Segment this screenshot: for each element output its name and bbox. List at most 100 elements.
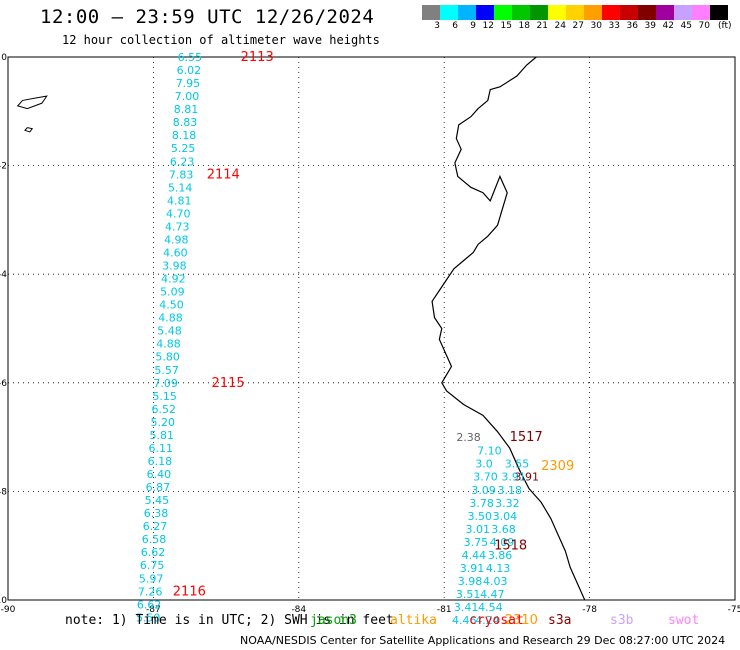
wave-height-value: 4.03 xyxy=(483,575,508,588)
wave-height-value: 5.15 xyxy=(152,390,177,403)
island xyxy=(24,127,34,133)
x-tick-label: -90 xyxy=(1,605,16,615)
wave-height-value: 6.40 xyxy=(147,468,172,481)
wave-height-value: 4.73 xyxy=(165,220,190,233)
legend-swatch xyxy=(458,5,476,20)
wave-height-value: 3.68 xyxy=(491,523,515,536)
wave-height-value: 3.75 xyxy=(464,536,489,549)
wave-height-value: 4.92 xyxy=(161,273,186,286)
page-title: 12:00 – 23:59 UTC 12/26/2024 xyxy=(40,6,375,28)
legend-label: 15 xyxy=(500,21,512,31)
wave-height-value: 3.70 xyxy=(473,471,498,484)
x-tick-label: -75 xyxy=(728,605,740,615)
legend-label: 42 xyxy=(662,21,674,31)
wave-height-value: 7.95 xyxy=(176,77,201,90)
legend-swatch xyxy=(440,5,458,20)
x-tick-label: -84 xyxy=(291,605,306,615)
wave-height-value: 4.46 xyxy=(452,614,477,627)
wave-height-value: 4.54 xyxy=(478,601,503,614)
legend-swatch xyxy=(512,5,530,20)
legend-swatch xyxy=(422,5,440,20)
wave-height-value: 5.45 xyxy=(145,494,170,507)
wave-height-value: 6.58 xyxy=(142,533,167,546)
wave-height-value: 3.50 xyxy=(467,510,492,523)
legend-label: 24 xyxy=(554,21,566,31)
wave-height-value: 3.32 xyxy=(495,497,519,510)
legend-label: 70 xyxy=(698,21,710,31)
wave-height-value: 5.14 xyxy=(168,181,193,194)
pass-time-label: 2114 xyxy=(207,167,240,182)
wave-height-value: 3.0 xyxy=(475,458,493,471)
legend-swatch xyxy=(692,5,710,20)
wave-height-value: 4.81 xyxy=(167,194,192,207)
wave-height-value: 4.88 xyxy=(156,338,181,351)
legend-label: 6 xyxy=(452,21,458,31)
credit-line: NOAA/NESDIS Center for Satellite Applica… xyxy=(240,634,726,647)
wave-height-value: 3.01 xyxy=(466,523,491,536)
y-tick-label: -8 xyxy=(0,487,7,497)
wave-height-value: 6.75 xyxy=(140,559,165,572)
wave-height-value: 3.91 xyxy=(514,471,539,484)
wave-height-value: 4.47 xyxy=(480,588,505,601)
wave-height-value: 3.78 xyxy=(469,497,494,510)
satellite-label: jason3 xyxy=(310,613,357,628)
wave-height-value: 5.50 xyxy=(136,611,161,624)
pass-time-label: 1518 xyxy=(494,539,527,554)
y-tick-label: -6 xyxy=(0,379,7,389)
wave-height-value: 5.25 xyxy=(171,142,196,155)
wave-height-value: 4.88 xyxy=(158,312,183,325)
legend-swatch xyxy=(548,5,566,20)
legend-label: 27 xyxy=(572,21,584,31)
legend-swatch xyxy=(530,5,548,20)
y-tick-label: -4 xyxy=(0,270,7,280)
wave-height-value: 7.83 xyxy=(169,168,194,181)
legend-label: 30 xyxy=(590,21,602,31)
wave-height-value: 5.57 xyxy=(154,364,179,377)
wave-height-value: 3.41 xyxy=(454,601,479,614)
legend-label: 12 xyxy=(482,21,494,31)
wave-height-value: 3.91 xyxy=(501,471,525,484)
wave-height-value: 3.98 xyxy=(458,575,483,588)
wave-height-value: 5.48 xyxy=(157,325,182,338)
satellite-label: altika xyxy=(390,613,437,628)
wave-height-value: 6.62 xyxy=(141,546,166,559)
wave-height-value: 6.11 xyxy=(149,442,174,455)
legend-label: 9 xyxy=(470,21,476,31)
legend-label: 21 xyxy=(536,21,548,31)
pass-time-label: 2116 xyxy=(173,584,206,599)
coastline xyxy=(431,56,586,601)
wave-height-value: 5.80 xyxy=(155,351,180,364)
legend-swatch xyxy=(656,5,674,20)
page-subtitle: 12 hour collection of altimeter wave hei… xyxy=(62,33,380,47)
wave-height-value: 4.09 xyxy=(490,536,515,549)
wave-height-value: 4.60 xyxy=(163,246,188,259)
legend-swatch xyxy=(584,5,602,20)
wave-height-value: 7.09 xyxy=(153,377,178,390)
wave-height-value: 4.98 xyxy=(164,233,189,246)
wave-height-value: 3.86 xyxy=(488,549,513,562)
satellite-label: s3a xyxy=(548,613,572,628)
wave-height-value: 6.38 xyxy=(144,507,169,520)
satellite-label: cryosat xyxy=(469,613,524,628)
pass-time-label: 1517 xyxy=(510,430,543,445)
legend-labels: 3 6 9 12 15 18 21 24 27 30 33 36 39 42 45 70 xyxy=(422,21,710,31)
legend-swatch xyxy=(476,5,494,20)
legend-swatch xyxy=(638,5,656,20)
wave-height-value: 4.24 xyxy=(475,614,500,627)
pass-time-label: 2309 xyxy=(541,459,574,474)
pass-time-label: 2113 xyxy=(241,50,274,65)
wave-height-value: 5.09 xyxy=(160,286,185,299)
x-tick-label: -78 xyxy=(582,605,597,615)
wave-height-value: 8.81 xyxy=(174,103,199,116)
legend-swatch xyxy=(674,5,692,20)
map-frame xyxy=(7,56,736,601)
legend-swatch xyxy=(602,5,620,20)
wave-height-value: 4.50 xyxy=(159,299,184,312)
wave-height-value: 6.18 xyxy=(148,455,173,468)
footer-note: note: 1) Time is in UTC; 2) SWH is in fe… xyxy=(65,613,394,628)
wave-height-value: 3.91 xyxy=(460,562,485,575)
wave-height-value: 7.10 xyxy=(477,445,502,458)
island xyxy=(16,95,48,110)
wave-height-value: 6.87 xyxy=(146,481,171,494)
